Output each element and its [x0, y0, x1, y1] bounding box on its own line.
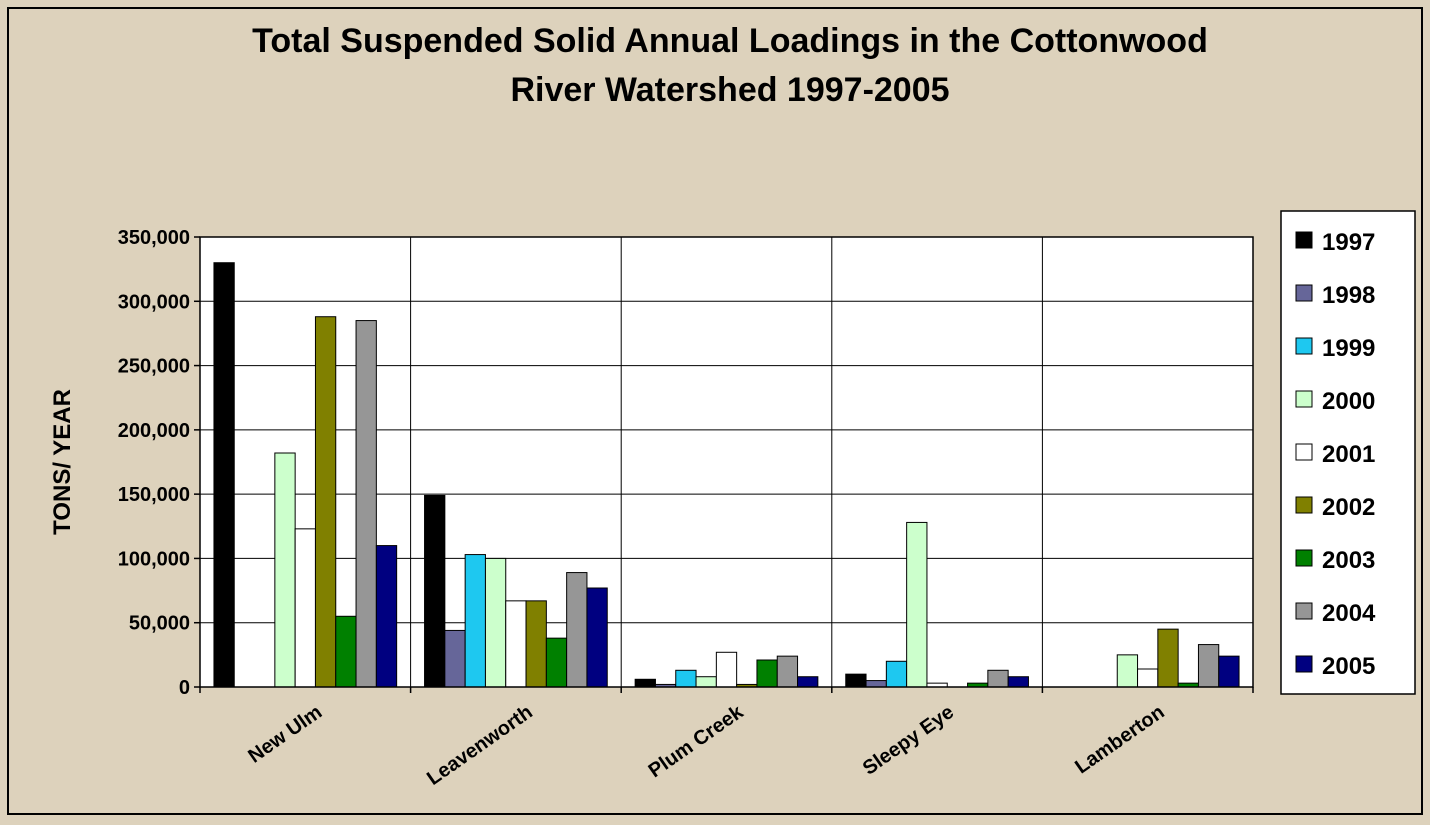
y-tick-label: 250,000 [118, 356, 190, 378]
legend-label: 1999 [1322, 335, 1375, 362]
bar-2004-1 [566, 572, 588, 688]
legend-items: 1997 1998 1999 2000 2001 2002 2003 2004 2005 [1295, 229, 1376, 680]
category-dividers [410, 237, 1043, 687]
bar-2002-0 [314, 316, 337, 688]
chart-frame [7, 7, 1423, 815]
legend: 1997 1998 1999 2000 2001 2002 2003 2004 2005 [1280, 210, 1416, 695]
plot-border [199, 236, 1254, 688]
bar-2004-4 [1197, 644, 1220, 688]
bar-2001-0 [294, 528, 316, 688]
legend-swatch [1295, 337, 1313, 355]
legend-swatch [1295, 443, 1313, 461]
bar-2001-1 [505, 600, 527, 688]
bar-1998-3 [865, 680, 887, 688]
legend-swatch [1295, 284, 1313, 302]
bar-1997-2 [634, 678, 656, 688]
bar-2004-0 [355, 320, 377, 688]
bar-2005-3 [1007, 676, 1029, 688]
bars [213, 262, 1240, 688]
bar-1999-1 [464, 554, 486, 688]
bar-2000-3 [906, 521, 928, 688]
legend-swatch [1295, 602, 1313, 620]
legend-label: 2000 [1322, 388, 1375, 415]
x-tick-label: Plum Creek [645, 701, 748, 783]
x-tick-label: Leavenworth [423, 701, 537, 790]
y-axis-ticks: 0 50,000 100,000 150,000 200,000 250,000 300,0… [118, 227, 200, 699]
bar-2002-1 [525, 600, 547, 688]
x-tick-label: Lamberton [1071, 701, 1168, 778]
x-axis-labels: New Ulm Leavenworth Plum Creek Sleepy Eye La… [199, 687, 1254, 790]
chart-title-line-1: Total Suspended Solid Annual Loadings in… [252, 22, 1208, 60]
bar-2005-4 [1218, 655, 1240, 688]
legend-label: 1998 [1322, 282, 1375, 309]
bar-2000-0 [274, 452, 296, 688]
bar-2003-1 [545, 637, 568, 688]
bar-2001-2 [715, 651, 738, 688]
bar-2002-4 [1157, 628, 1179, 688]
bar-1999-3 [885, 660, 908, 688]
y-tick-label: 200,000 [118, 420, 190, 442]
legend-label: 1997 [1322, 229, 1375, 256]
legend-label: 2003 [1322, 547, 1375, 574]
y-axis-label: TONS/ YEAR [49, 389, 76, 535]
bar-2000-1 [484, 557, 507, 688]
legend-swatch [1295, 655, 1313, 673]
y-tick-label: 350,000 [118, 227, 190, 249]
bar-2000-4 [1116, 654, 1139, 688]
chart-title-line-2: River Watershed 1997-2005 [510, 71, 949, 109]
bar-2005-1 [586, 587, 608, 688]
legend-swatch [1295, 231, 1313, 249]
legend-label: 2004 [1322, 600, 1376, 627]
legend-swatch [1295, 496, 1313, 514]
bar-2003-2 [756, 659, 778, 688]
bar-2003-0 [335, 615, 357, 688]
bar-2005-2 [797, 676, 819, 688]
bar-2001-4 [1137, 668, 1159, 688]
bar-1997-3 [845, 673, 867, 688]
bar-1998-1 [444, 629, 466, 688]
bar-1997-1 [424, 494, 446, 688]
legend-label: 2005 [1322, 653, 1375, 680]
legend-swatch [1295, 549, 1313, 567]
y-tick-label: 300,000 [118, 291, 190, 313]
bar-2005-0 [375, 545, 398, 688]
bar-1999-2 [675, 669, 697, 688]
y-tick-label: 50,000 [129, 613, 190, 635]
bar-1997-0 [213, 262, 235, 688]
legend-label: 2001 [1322, 441, 1375, 468]
legend-label: 2002 [1322, 494, 1375, 521]
bar-2000-2 [695, 676, 717, 688]
y-tick-label: 150,000 [118, 484, 190, 506]
bar-2004-2 [776, 655, 799, 688]
y-tick-label: 0 [179, 677, 190, 699]
y-tick-label: 100,000 [118, 548, 190, 570]
bar-2004-3 [987, 669, 1009, 688]
x-tick-label: Sleepy Eye [859, 701, 958, 780]
legend-swatch [1295, 390, 1313, 408]
x-tick-label: New Ulm [244, 701, 326, 767]
